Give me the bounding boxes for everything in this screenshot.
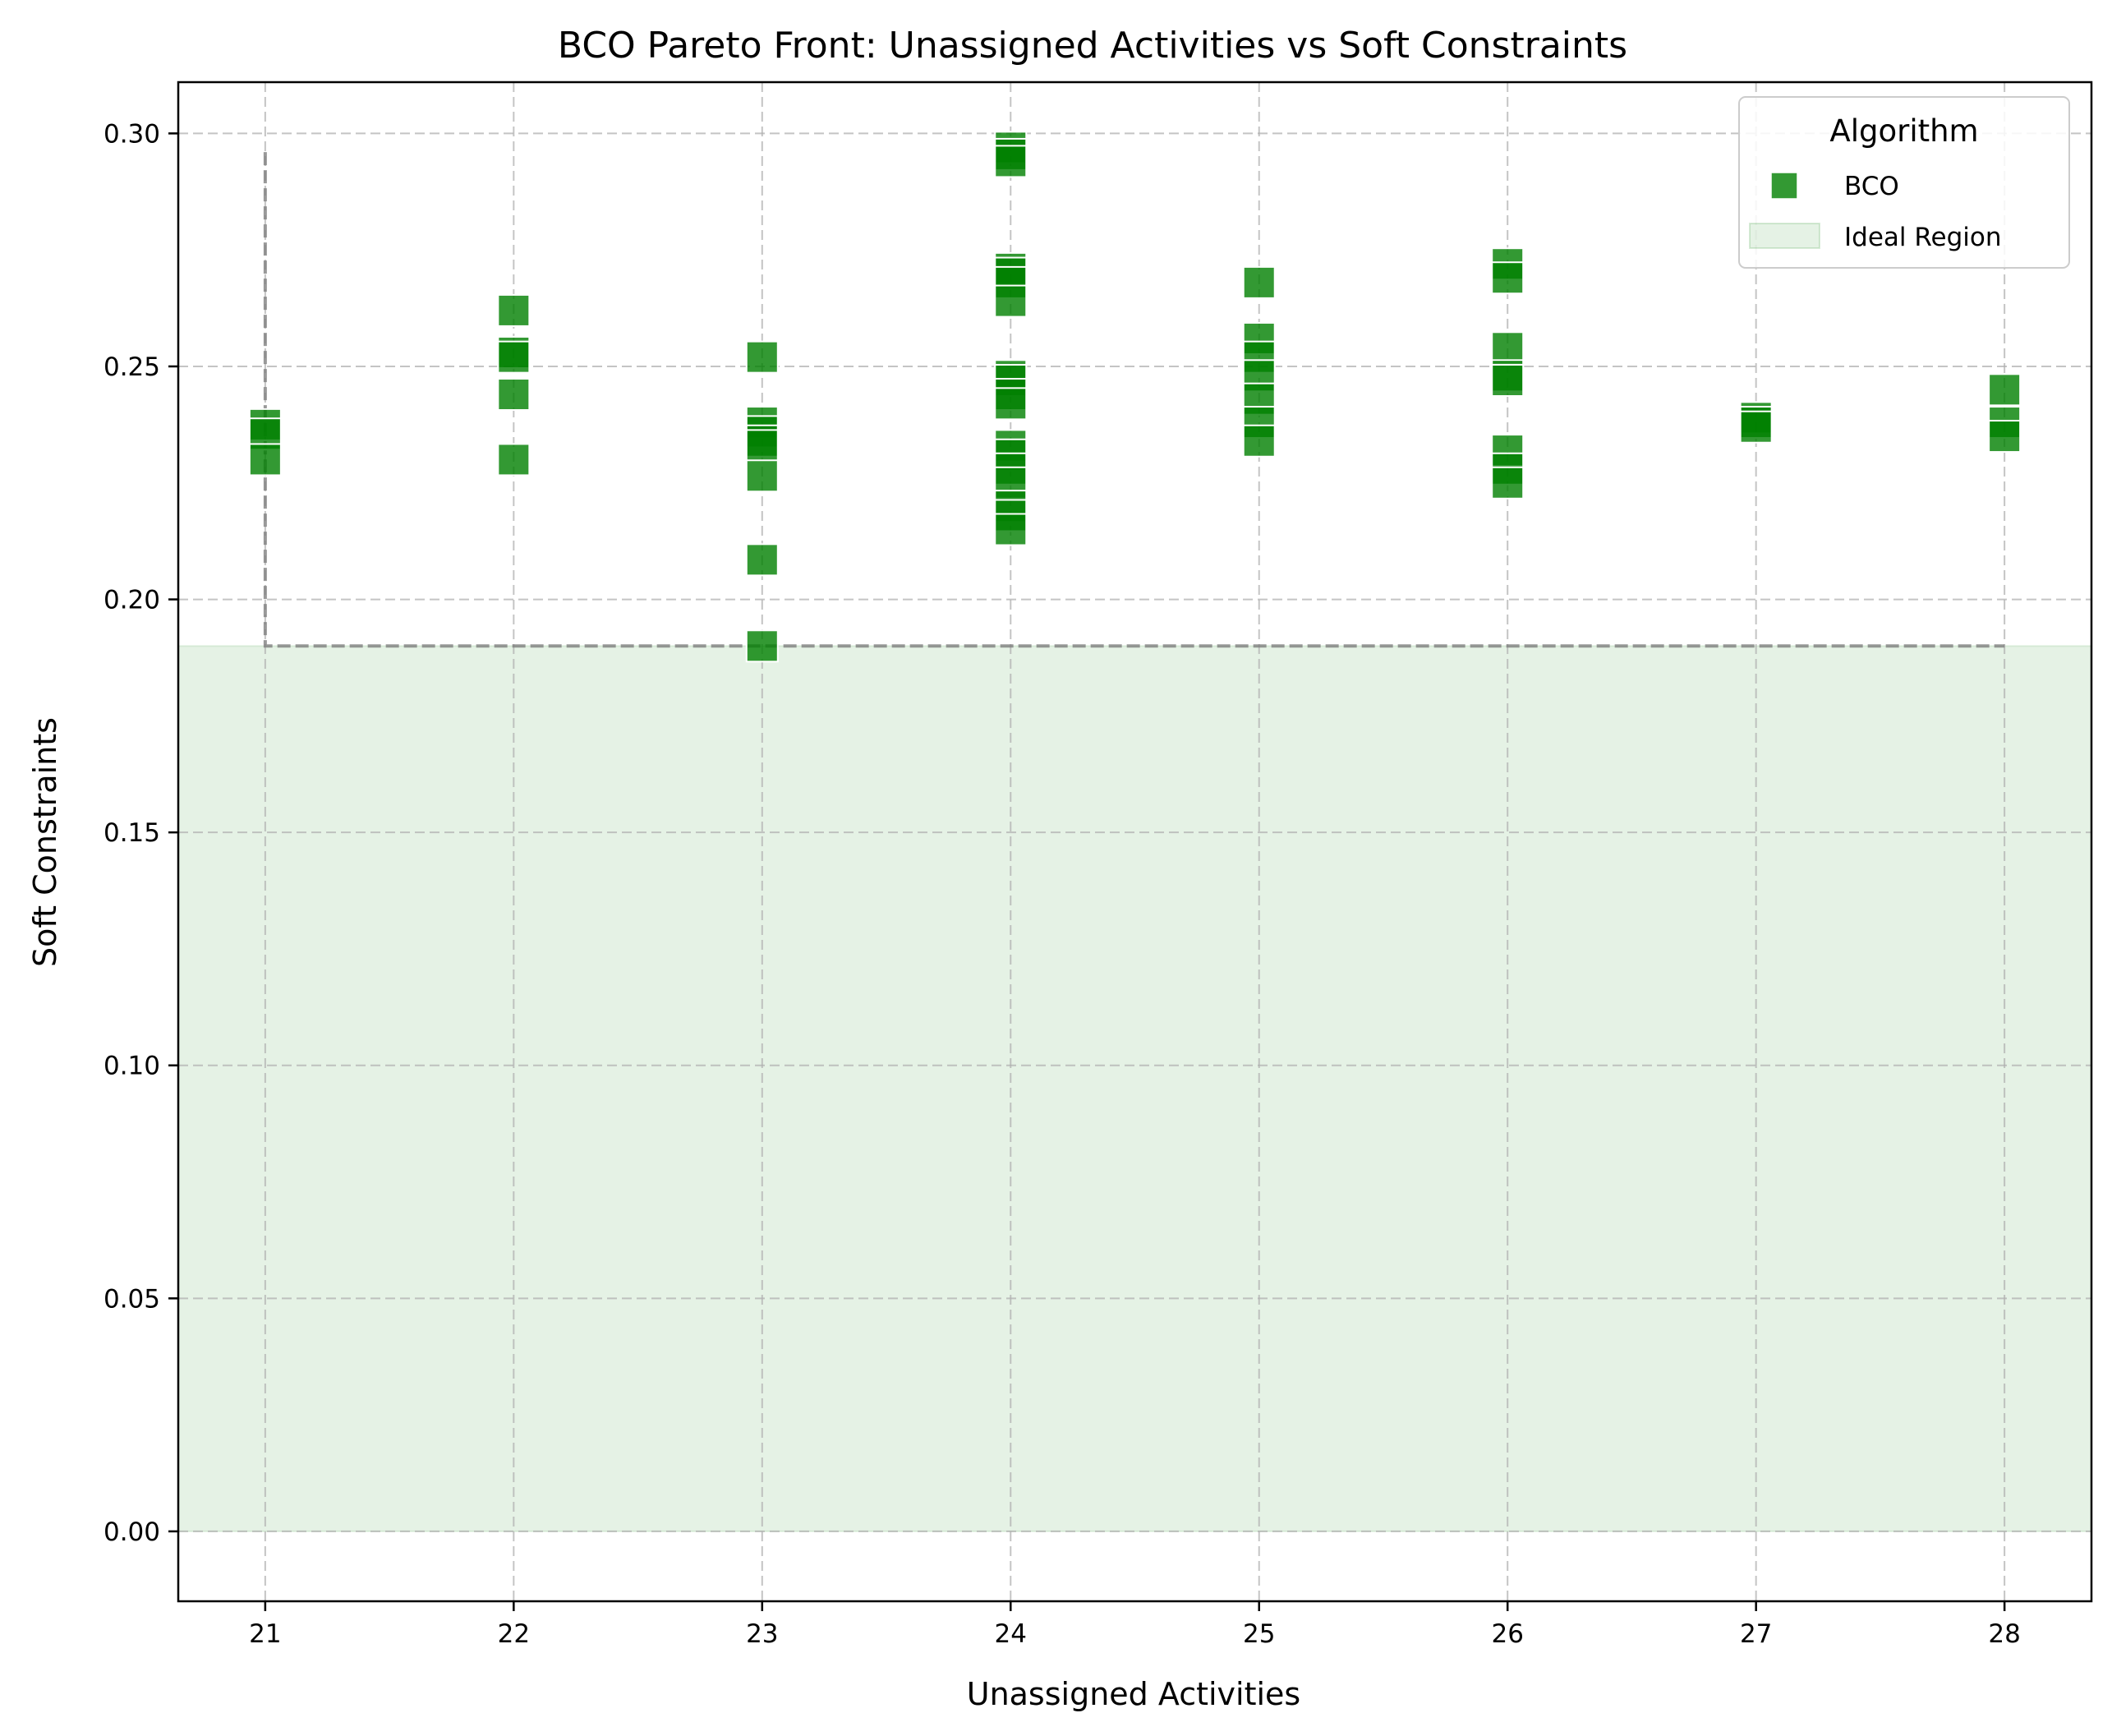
ideal-region-layer [177, 645, 2092, 1532]
scatter-point [1491, 466, 1525, 500]
scatter-point [497, 378, 531, 412]
scatter-point [994, 145, 1028, 178]
scatter-point [1491, 331, 1525, 365]
scatter-point [994, 284, 1028, 318]
legend: Algorithm BCO Ideal Region [1738, 96, 2070, 269]
scatter-point [745, 543, 779, 577]
scatter-point [994, 513, 1028, 546]
y-tick-label: 0.00 [104, 1517, 160, 1547]
pareto-front-line [263, 152, 2005, 648]
scatter-point [745, 459, 779, 493]
scatter-point [1242, 265, 1276, 299]
x-tick-label: 25 [1243, 1619, 1275, 1649]
y-tick-label: 0.25 [104, 352, 160, 382]
y-tick-label: 0.10 [104, 1052, 160, 1081]
x-axis-label: Unassigned Activities [967, 1676, 1300, 1712]
ideal-region [177, 645, 2092, 1532]
y-tick-label: 0.30 [104, 119, 160, 149]
x-tick-label: 24 [995, 1619, 1027, 1649]
plot-frame [177, 81, 2093, 1603]
scatter-point [1988, 373, 2022, 407]
legend-marker-bco [1770, 172, 1798, 200]
y-axis-ticks: 0.00 0.05 0.10 0.15 0.20 0.25 0.30 [104, 119, 178, 1547]
scatter-point [1491, 261, 1525, 295]
scatter-point [994, 387, 1028, 421]
legend-label-ideal-region: Ideal Region [1844, 223, 2001, 252]
x-tick-label: 23 [746, 1619, 778, 1649]
y-tick-label: 0.05 [104, 1284, 160, 1314]
legend-box [1738, 96, 2070, 269]
chart-title: BCO Pareto Front: Unassigned Activities … [558, 25, 1627, 67]
scatter-point [1739, 410, 1773, 444]
x-tick-label: 28 [1988, 1619, 2020, 1649]
y-tick-label: 0.20 [104, 586, 160, 615]
scatter-point [745, 340, 779, 374]
x-tick-label: 26 [1491, 1619, 1523, 1649]
y-tick-label: 0.15 [104, 818, 160, 848]
x-tick-label: 27 [1740, 1619, 1772, 1649]
scatter-point [497, 340, 531, 374]
scatter-point [1988, 420, 2022, 454]
scatter-point [1242, 424, 1276, 458]
scatter-point [745, 629, 779, 663]
x-tick-label: 22 [498, 1619, 530, 1649]
scatter-point [1491, 363, 1525, 397]
legend-title: Algorithm [1829, 113, 1978, 149]
legend-label-bco: BCO [1844, 172, 1899, 201]
x-tick-label: 21 [249, 1619, 281, 1649]
points-layer [248, 131, 2022, 663]
x-axis-ticks: 21 22 23 24 25 26 27 28 [249, 1601, 2021, 1649]
legend-patch-ideal-region [1749, 223, 1820, 249]
pareto-front-layer [263, 152, 2005, 648]
scatter-point [248, 443, 282, 477]
scatter-point [497, 293, 531, 327]
y-axis-label: Soft Constraints [27, 717, 63, 967]
scatter-point [745, 429, 779, 463]
scatter-point [497, 443, 531, 477]
